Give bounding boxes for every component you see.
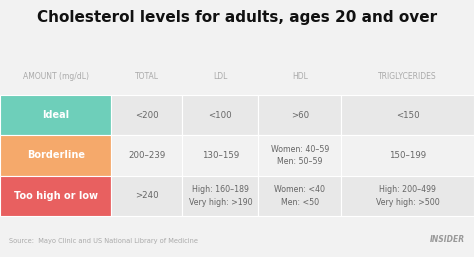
Bar <box>111 176 182 216</box>
Text: Men: <50: Men: <50 <box>281 198 319 207</box>
Text: Borderline: Borderline <box>27 151 85 160</box>
Text: Women: 40–59: Women: 40–59 <box>271 144 329 153</box>
Text: INSIDER: INSIDER <box>429 235 465 244</box>
Text: <150: <150 <box>396 111 419 120</box>
Text: Ideal: Ideal <box>42 110 69 120</box>
Text: LDL: LDL <box>213 72 228 81</box>
Bar <box>258 95 341 135</box>
Bar <box>258 135 341 176</box>
Bar <box>0 176 111 216</box>
Bar <box>341 135 474 176</box>
Text: High: 160–189: High: 160–189 <box>192 185 249 194</box>
Text: Too high or low: Too high or low <box>14 191 98 201</box>
Text: AMOUNT (mg/dL): AMOUNT (mg/dL) <box>23 72 89 81</box>
Bar <box>341 95 474 135</box>
Text: 150–199: 150–199 <box>389 151 426 160</box>
Text: Very high: >190: Very high: >190 <box>189 198 252 207</box>
Bar <box>341 176 474 216</box>
Text: Men: 50–59: Men: 50–59 <box>277 158 322 167</box>
Text: Women: <40: Women: <40 <box>274 185 325 194</box>
Text: <100: <100 <box>209 111 232 120</box>
Text: Very high: >500: Very high: >500 <box>376 198 439 207</box>
Text: >60: >60 <box>291 111 309 120</box>
Text: Source:  Mayo Clinic and US National Library of Medicine: Source: Mayo Clinic and US National Libr… <box>9 238 199 244</box>
Bar <box>182 95 258 135</box>
Text: TOTAL: TOTAL <box>135 72 159 81</box>
Bar <box>0 95 111 135</box>
Text: 130–159: 130–159 <box>202 151 239 160</box>
Text: Cholesterol levels for adults, ages 20 and over: Cholesterol levels for adults, ages 20 a… <box>37 10 437 25</box>
Bar <box>0 135 111 176</box>
Text: TRIGLYCERIDES: TRIGLYCERIDES <box>378 72 437 81</box>
Text: High: 200–499: High: 200–499 <box>379 185 436 194</box>
Bar <box>111 135 182 176</box>
Bar <box>182 135 258 176</box>
Bar <box>258 176 341 216</box>
Text: >240: >240 <box>135 191 159 200</box>
Text: 200–239: 200–239 <box>128 151 165 160</box>
Bar <box>182 176 258 216</box>
Text: <200: <200 <box>135 111 159 120</box>
Bar <box>111 95 182 135</box>
Text: HDL: HDL <box>292 72 308 81</box>
